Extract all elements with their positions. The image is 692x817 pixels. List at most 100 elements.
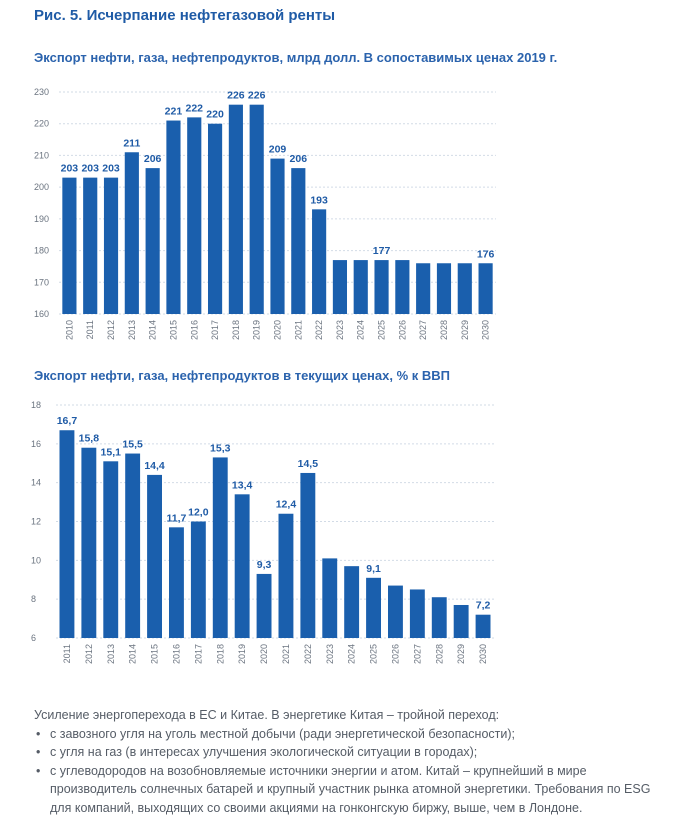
bar <box>235 494 250 638</box>
x-tick-label: 2027 <box>418 320 428 340</box>
bar <box>81 448 96 638</box>
bar <box>322 558 337 638</box>
x-tick-label: 2016 <box>171 644 181 664</box>
y-tick-label: 10 <box>31 555 41 565</box>
x-tick-label: 2030 <box>481 320 491 340</box>
bar <box>257 574 272 638</box>
data-label: 211 <box>123 137 140 149</box>
bar <box>374 260 388 314</box>
bar <box>60 430 75 638</box>
x-tick-label: 2015 <box>168 320 178 340</box>
data-label: 203 <box>102 163 120 175</box>
data-label: 15,1 <box>101 446 122 458</box>
bar <box>208 124 222 314</box>
bar <box>410 589 425 638</box>
x-tick-label: 2021 <box>293 320 303 340</box>
y-tick-label: 6 <box>31 633 36 643</box>
bar <box>83 178 97 314</box>
bar <box>354 260 368 314</box>
y-tick-label: 220 <box>34 119 49 129</box>
x-tick-label: 2019 <box>237 644 247 664</box>
data-label: 15,3 <box>210 442 231 454</box>
y-tick-label: 16 <box>31 439 41 449</box>
y-tick-label: 14 <box>31 478 41 488</box>
data-label: 16,7 <box>57 415 78 427</box>
footer-bullet: с угля на газ (в интересах улучшения эко… <box>34 743 674 762</box>
x-tick-label: 2027 <box>412 644 422 664</box>
footer-intro: Усиление энергоперехода в ЕС и Китае. В … <box>34 706 674 725</box>
x-tick-label: 2025 <box>377 320 387 340</box>
y-tick-label: 230 <box>34 87 49 97</box>
chart-title-export-constant-prices: Экспорт нефти, газа, нефтепродуктов, млр… <box>34 50 557 65</box>
bar <box>250 105 264 314</box>
data-label: 209 <box>269 144 287 156</box>
bar <box>479 263 493 314</box>
bar <box>437 263 451 314</box>
bar <box>476 615 491 638</box>
figure-title: Рис. 5. Исчерпание нефтегазовой ренты <box>34 7 335 24</box>
x-tick-label: 2011 <box>62 644 72 663</box>
y-tick-label: 170 <box>34 277 49 287</box>
bar <box>344 566 359 638</box>
y-tick-label: 180 <box>34 246 49 256</box>
x-tick-label: 2014 <box>128 644 138 664</box>
x-tick-label: 2020 <box>273 320 283 340</box>
y-tick-label: 18 <box>31 400 41 410</box>
x-tick-label: 2021 <box>281 644 291 664</box>
bar <box>432 597 447 638</box>
bar <box>388 586 403 638</box>
bar-chart-export-gdp-share: 68101214161816,7201115,8201215,1201315,5… <box>0 396 692 668</box>
bar <box>366 578 381 638</box>
data-label: 15,5 <box>122 439 143 451</box>
bar <box>229 105 243 314</box>
bar <box>103 461 118 638</box>
bar <box>279 514 294 638</box>
y-tick-label: 210 <box>34 150 49 160</box>
bar <box>458 263 472 314</box>
data-label: 12,4 <box>276 499 297 511</box>
x-tick-label: 2028 <box>434 644 444 664</box>
data-label: 13,4 <box>232 479 253 491</box>
bar <box>146 168 160 314</box>
x-tick-label: 2024 <box>347 644 357 664</box>
data-label: 14,5 <box>298 458 319 470</box>
x-tick-label: 2026 <box>397 320 407 340</box>
data-label: 226 <box>227 90 245 102</box>
data-label: 220 <box>206 109 224 121</box>
data-label: 9,3 <box>257 559 272 571</box>
x-tick-label: 2023 <box>325 644 335 664</box>
x-tick-label: 2022 <box>303 644 313 664</box>
data-label: 177 <box>373 245 391 257</box>
data-label: 14,4 <box>144 460 165 472</box>
bar <box>395 260 409 314</box>
x-tick-label: 2017 <box>193 644 203 664</box>
x-tick-label: 2029 <box>460 320 470 340</box>
x-tick-label: 2019 <box>252 320 262 340</box>
bar <box>270 159 284 314</box>
data-label: 222 <box>185 102 203 114</box>
x-tick-label: 2014 <box>148 320 158 340</box>
data-label: 226 <box>248 90 266 102</box>
bar <box>291 168 305 314</box>
bar <box>147 475 162 638</box>
bar <box>191 522 206 639</box>
x-tick-label: 2029 <box>456 644 466 664</box>
bar-chart-export-constant-prices: 1601701801902002102202302032010203201120… <box>0 80 692 348</box>
x-tick-label: 2013 <box>106 644 116 664</box>
x-tick-label: 2010 <box>64 320 74 340</box>
data-label: 193 <box>310 194 328 206</box>
x-tick-label: 2028 <box>439 320 449 340</box>
x-tick-label: 2022 <box>314 320 324 340</box>
bar <box>213 457 228 638</box>
data-label: 203 <box>61 163 79 175</box>
data-label: 9,1 <box>366 563 381 575</box>
data-label: 11,7 <box>167 512 187 524</box>
x-tick-label: 2026 <box>390 644 400 664</box>
x-tick-label: 2020 <box>259 644 269 664</box>
footer-bullet-list: с завозного угля на уголь местной добычи… <box>34 725 674 817</box>
data-label: 15,8 <box>79 433 100 445</box>
data-label: 12,0 <box>188 507 209 519</box>
x-tick-label: 2018 <box>215 644 225 664</box>
data-label: 7,2 <box>476 600 491 612</box>
x-tick-label: 2017 <box>210 320 220 340</box>
